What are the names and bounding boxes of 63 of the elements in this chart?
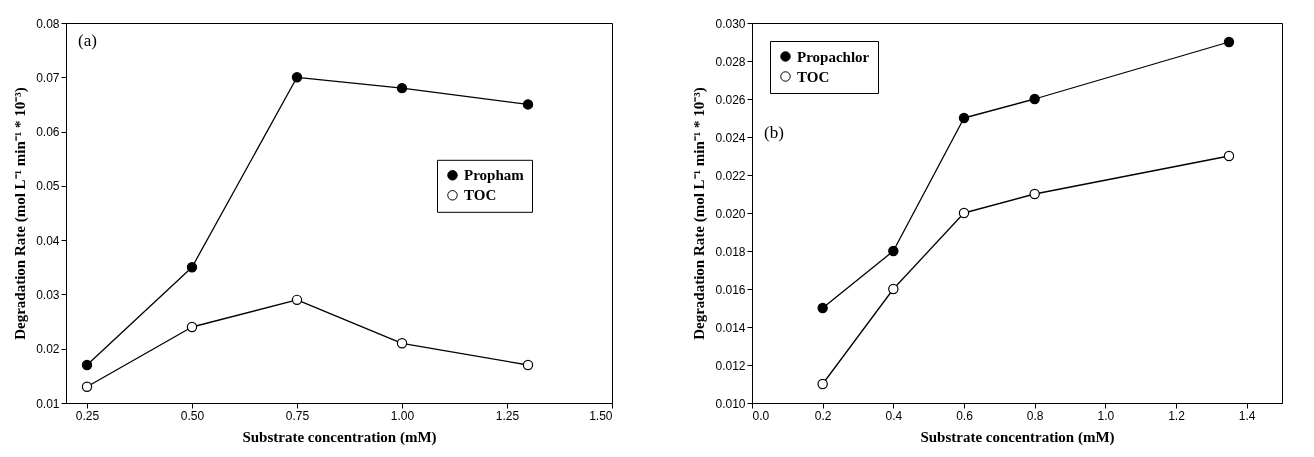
y-tick-label: 0.016 <box>715 282 746 297</box>
point <box>186 321 198 333</box>
x-axis-title: Substrate concentration (mM) <box>242 428 437 446</box>
point <box>817 378 828 390</box>
x-tick-label: 1.2 <box>1168 408 1186 423</box>
point <box>958 112 970 124</box>
y-tick-label: 0.030 <box>715 16 746 31</box>
x-tick-label: 1.50 <box>589 408 613 423</box>
y-axis-title: Degradation Rate (mol L⁻¹ min⁻¹ * 10⁻³) <box>12 87 30 340</box>
point <box>81 381 93 392</box>
point <box>291 72 303 83</box>
y-tick-label: 0.03 <box>36 287 60 302</box>
point <box>522 359 534 371</box>
y-tick-label: 0.06 <box>36 125 60 140</box>
y-tick-label: 0.08 <box>36 16 60 31</box>
y-tick-label: 0.026 <box>715 92 746 107</box>
point <box>888 245 899 257</box>
x-tick-label: 0.75 <box>285 408 310 423</box>
y-tick-label: 0.014 <box>715 320 746 335</box>
x-tick-label: 0.4 <box>885 408 903 423</box>
annotation: (a) <box>78 31 97 50</box>
point <box>958 207 970 219</box>
x-tick-label: 0.0 <box>752 408 770 423</box>
annotation: (b) <box>764 123 784 142</box>
point <box>1223 150 1235 162</box>
point <box>1029 93 1040 105</box>
x-tick-label: 0.8 <box>1026 408 1044 423</box>
legend-label: TOC <box>797 68 830 85</box>
y-tick-label: 0.020 <box>715 206 746 221</box>
x-tick-label: 1.0 <box>1097 408 1115 423</box>
y-tick-label: 0.01 <box>36 396 60 411</box>
y-tick-label: 0.028 <box>715 54 746 69</box>
y-tick-label: 0.018 <box>715 244 746 259</box>
x-tick-label: 1.00 <box>390 408 415 423</box>
x-tick-label: 0.2 <box>814 408 832 423</box>
x-tick-label: 0.25 <box>75 408 100 423</box>
point <box>1029 188 1040 200</box>
y-tick-label: 0.010 <box>715 396 746 411</box>
y-tick-label: 0.022 <box>715 168 746 183</box>
legend-label: TOC <box>464 187 497 204</box>
y-tick-label: 0.02 <box>36 342 60 357</box>
legend-label: Propham <box>464 167 525 184</box>
point <box>186 262 198 273</box>
point <box>291 294 303 306</box>
point <box>396 82 408 94</box>
x-tick-label: 1.25 <box>495 408 520 423</box>
x-tick-label: 1.4 <box>1238 408 1256 423</box>
point <box>817 302 828 314</box>
x-axis-title: Substrate concentration (mM) <box>920 428 1115 446</box>
point <box>522 99 534 110</box>
point <box>396 338 408 349</box>
point <box>81 359 93 371</box>
legend-label: Propachlor <box>797 48 870 65</box>
y-tick-label: 0.04 <box>36 233 60 248</box>
y-axis-title: Degradation Rate (mol L⁻¹ min⁻¹ * 10⁻³) <box>691 87 709 340</box>
y-tick-label: 0.024 <box>715 130 746 145</box>
x-tick-label: 0.50 <box>180 408 205 423</box>
point <box>1223 36 1235 48</box>
y-tick-label: 0.05 <box>36 179 60 194</box>
y-tick-label: 0.07 <box>36 70 60 85</box>
point <box>888 283 899 295</box>
y-tick-label: 0.012 <box>715 358 746 373</box>
x-tick-label: 0.6 <box>956 408 974 423</box>
